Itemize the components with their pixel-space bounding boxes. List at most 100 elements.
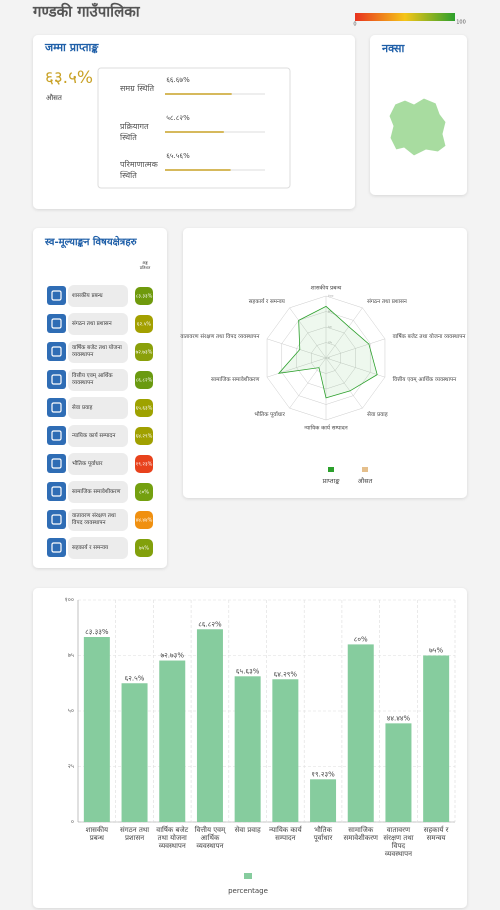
summary-label: समग्र स्थिति: [120, 84, 155, 93]
domain-pill: [68, 397, 128, 419]
domain-pill: [68, 537, 128, 559]
domain-icon: [47, 314, 66, 333]
domain-badge-label: ६५.६३%: [136, 406, 153, 412]
radar-tick-label: २५: [328, 341, 332, 345]
domain-name: वार्षिक बजेट तथा योजना व्यवस्थापन: [72, 345, 122, 358]
legend-swatch: [244, 873, 252, 879]
domain-icon: [47, 342, 66, 361]
bar-value-label: ७२.७३%: [161, 652, 185, 660]
radar-label: सेवा प्रवाह: [367, 411, 388, 418]
domain-icon: [47, 398, 66, 417]
domain-pill: [68, 509, 128, 531]
domain-badge-label: ६४.२९%: [136, 434, 153, 440]
bar: [196, 629, 223, 822]
score-label: औसत: [46, 93, 63, 102]
bar-value-label: ६५.६३%: [236, 667, 260, 675]
radar-tick-label: १००: [328, 294, 334, 298]
domain-name: सेवा प्रवाह: [72, 404, 93, 411]
bar-value-label: ७५%: [429, 647, 443, 655]
page-title: गण्डकी गाउँपालिका: [32, 3, 141, 21]
radar-label: वार्षिक बजेट तथा योजना व्यवस्थापन: [393, 333, 467, 340]
radar-spoke: [289, 357, 327, 409]
x-tick-label: संगठन तथा प्रशासन: [119, 826, 150, 842]
domain-name: सामाजिक समावेशीकरण: [72, 488, 121, 495]
domain-icon-glyph: [51, 458, 62, 469]
domain-badge: [135, 427, 153, 445]
summary-value-label: ६६.६७%: [166, 76, 190, 84]
radar-label: शासकीय प्रबन्ध: [311, 285, 342, 292]
domain-badge-label: ८३.३३%: [136, 294, 153, 300]
domain-badge-label: ७२.७३%: [136, 350, 153, 356]
radar-label: वातावरण संरक्षण तथा विपद व्यवस्थापन: [180, 333, 260, 340]
domain-icon: [47, 286, 66, 305]
bar: [347, 644, 374, 822]
bar: [234, 676, 261, 822]
x-tick-label: भौतिक पूर्वाधार: [313, 826, 333, 842]
radar-spoke: [325, 338, 386, 359]
domain-badge: [135, 287, 153, 305]
x-tick-label: वातावरण संरक्षण तथा विपद व्यवस्थापन: [383, 826, 414, 858]
y-tick-label: १००: [65, 597, 74, 604]
domain-icon-glyph: [51, 514, 62, 525]
domain-badge: [135, 539, 153, 557]
bar: [159, 660, 186, 822]
domain-badge: [135, 483, 153, 501]
domain-name: शासकीय प्रबन्ध: [72, 292, 103, 299]
radar-area: [277, 305, 378, 399]
bar: [121, 683, 148, 822]
domain-icon-glyph: [51, 290, 62, 301]
domain-badge: [135, 315, 153, 333]
bar-value-label: ६४.२९%: [274, 670, 298, 678]
bar: [385, 723, 412, 822]
domain-pill: [68, 453, 128, 475]
summary-value-label: ६५.५६%: [166, 152, 190, 160]
radar-card: [183, 228, 467, 498]
x-tick-label: सेवा प्रवाह: [234, 826, 261, 834]
domain-badge: [135, 343, 153, 361]
scale-min: 0: [353, 22, 356, 28]
bar: [272, 679, 299, 822]
radar-spoke: [266, 357, 327, 378]
bar-value-label: ८०%: [354, 635, 368, 643]
radar-tick-label: ५०: [328, 325, 332, 329]
map-shape: [388, 97, 447, 157]
color-scale: [355, 13, 455, 21]
x-tick-label: वार्षिक बजेट तथा योजना व्यवस्थापन: [156, 826, 189, 850]
legend-label: प्राप्ताङ्क: [323, 477, 341, 485]
domain-pill: [68, 425, 128, 447]
domain-name: वातावरण संरक्षण तथा विपद व्यवस्थापन: [72, 513, 116, 526]
domain-icon-glyph: [51, 402, 62, 413]
domain-badge: [135, 399, 153, 417]
y-tick-label: ०: [71, 819, 74, 826]
domain-name: संगठन तथा प्रशासन: [72, 320, 112, 327]
domain-icon-glyph: [51, 318, 62, 329]
legend-swatch: [328, 467, 334, 472]
radar-spoke: [325, 357, 363, 409]
domain-pill: [68, 341, 128, 363]
domain-pill: [68, 369, 128, 391]
domains-title: स्व-मूल्याङ्कन विषयक्षेत्रहरु: [44, 235, 138, 249]
domain-icon-glyph: [51, 542, 62, 553]
domain-name: सहकार्य र समन्वय: [72, 544, 109, 551]
domain-badge-label: ७५%: [139, 546, 149, 552]
legend-swatch: [362, 467, 368, 472]
radar-spoke: [289, 307, 327, 359]
domain-icon-glyph: [51, 486, 62, 497]
domain-icon-glyph: [51, 346, 62, 357]
x-tick-label: सामाजिक समावेशीकरण: [343, 826, 379, 842]
x-tick-label: शासकीय प्रबन्ध: [85, 826, 109, 842]
bar-value-label: १९.२३%: [311, 770, 335, 778]
domain-icon-glyph: [51, 374, 62, 385]
domain-badge: [135, 455, 153, 473]
summary-value-label: ५८.८२%: [166, 114, 190, 122]
domain-badge-label: ८०%: [139, 490, 149, 496]
y-tick-label: २५: [68, 763, 74, 770]
radar-spoke: [325, 307, 363, 359]
bar: [423, 655, 450, 822]
summary-label: परिमाणात्मक स्थिति: [120, 160, 158, 180]
y-tick-label: ५०: [68, 708, 74, 715]
bar: [83, 637, 110, 822]
domain-badge-label: ४४.४४%: [136, 518, 153, 524]
